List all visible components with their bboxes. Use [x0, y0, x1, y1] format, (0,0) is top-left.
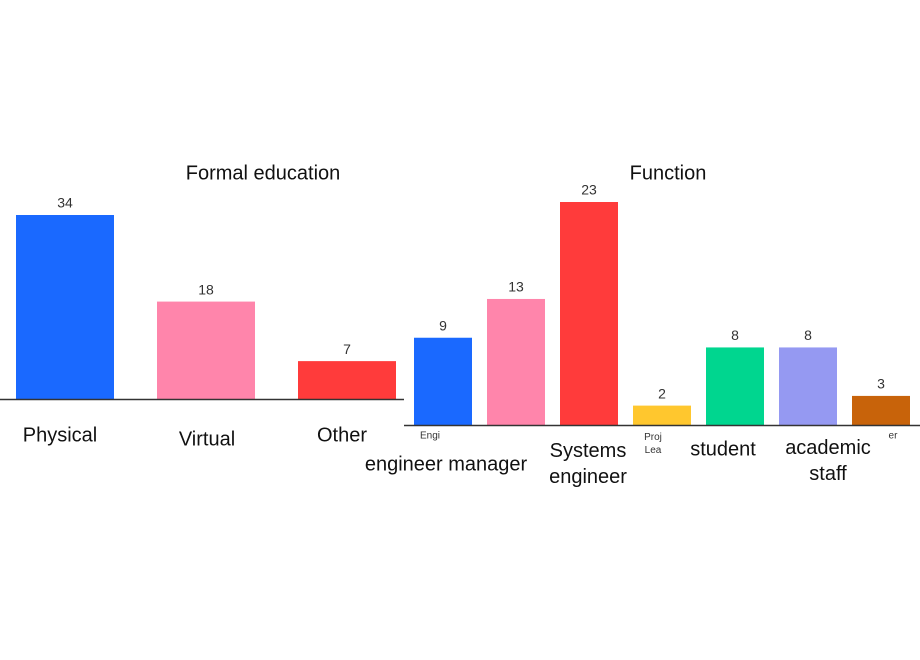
- category-label: Systems engineer: [549, 440, 627, 488]
- value-label: 8: [804, 327, 812, 343]
- category-label: Virtual: [179, 428, 235, 450]
- category-label: Physical: [23, 424, 97, 446]
- bar: [852, 395, 910, 425]
- bar: [706, 347, 764, 425]
- value-label: 23: [581, 182, 597, 198]
- category-label: er: [889, 431, 899, 442]
- category-label: Proj Lea: [644, 432, 662, 456]
- bar: [16, 215, 114, 399]
- value-label: 2: [658, 385, 666, 401]
- bar: [157, 301, 255, 399]
- value-label: 18: [198, 281, 214, 297]
- value-label: 34: [57, 195, 73, 211]
- bar: [298, 361, 396, 399]
- bar: [560, 202, 618, 425]
- value-label: 9: [439, 317, 447, 333]
- value-label: 13: [508, 279, 524, 295]
- category-label: Engi: [420, 431, 440, 442]
- category-label: student: [690, 438, 756, 460]
- bar: [414, 337, 472, 425]
- bar: [779, 347, 837, 425]
- value-label: 7: [343, 341, 351, 357]
- category-label: academic staff: [785, 437, 871, 485]
- chart-title: Function: [630, 162, 707, 184]
- bar: [487, 298, 545, 425]
- bar: [633, 405, 691, 425]
- category-label: Other: [317, 424, 367, 446]
- value-label: 3: [877, 376, 885, 392]
- value-label: 8: [731, 327, 739, 343]
- category-label: engineer manager: [365, 453, 528, 475]
- chart-title: Formal education: [186, 162, 341, 184]
